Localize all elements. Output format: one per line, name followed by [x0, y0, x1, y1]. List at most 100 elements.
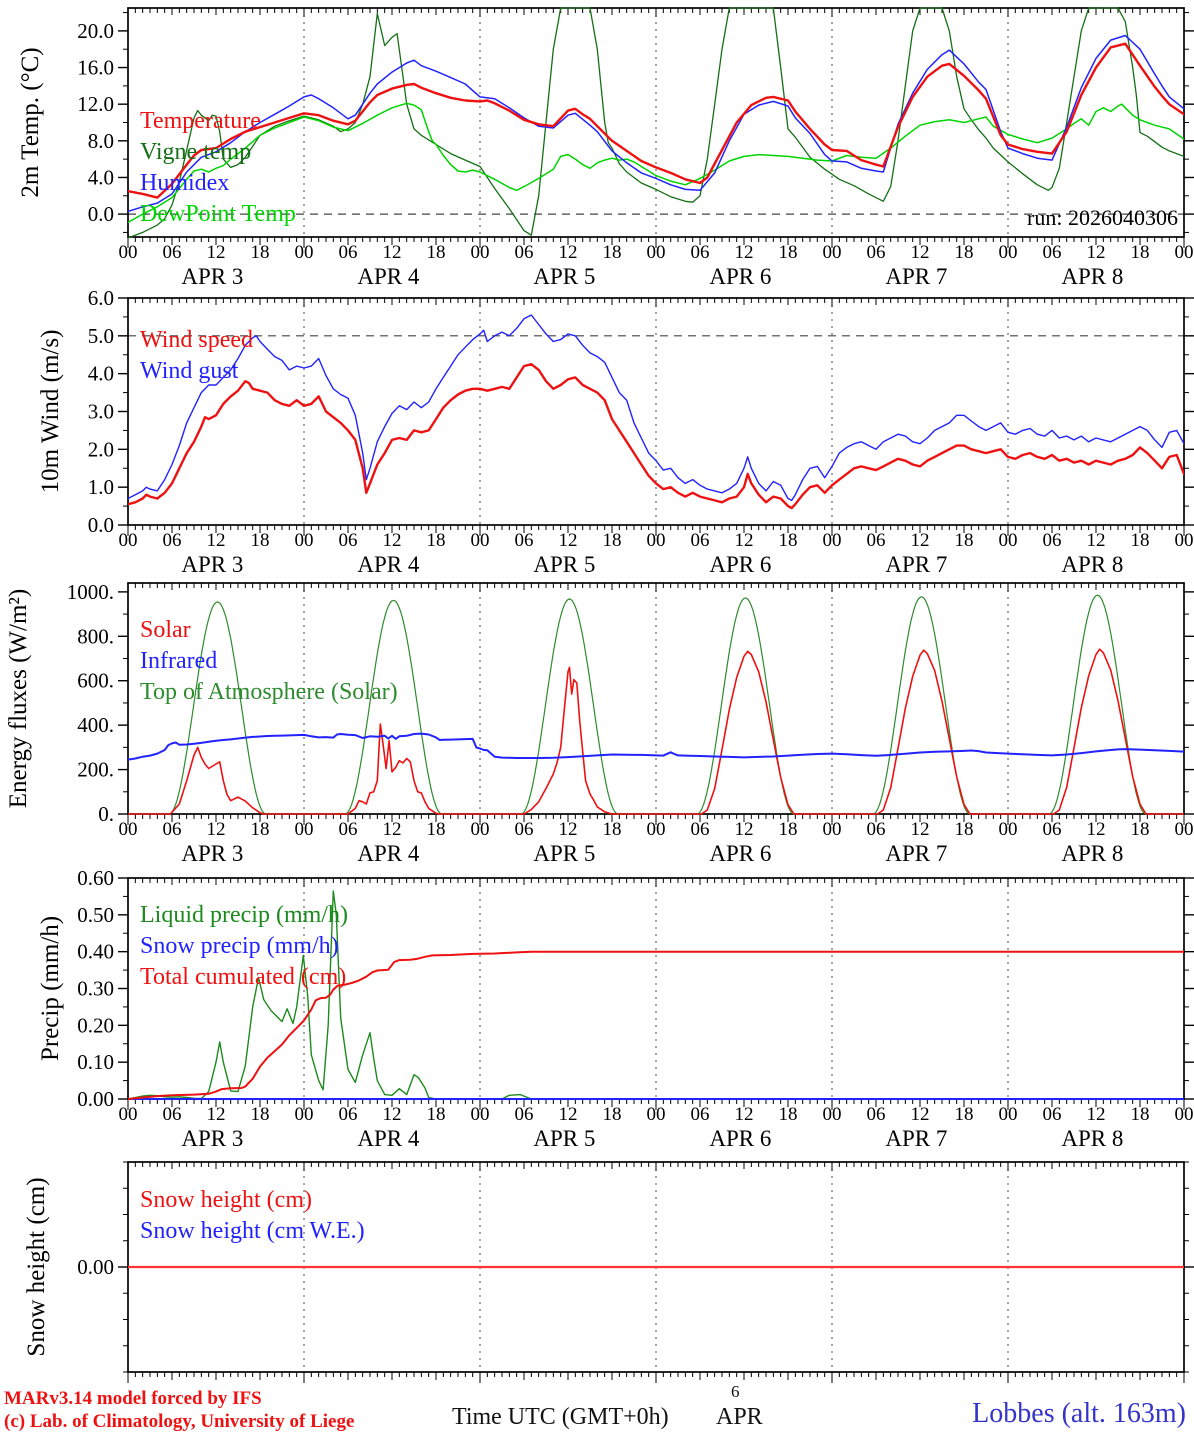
day-label: APR 7: [885, 264, 947, 289]
hour-label: 12: [735, 242, 754, 263]
hour-label: 00: [647, 242, 666, 263]
legend-liquid-precip-mm-h-: Liquid precip (mm/h): [140, 902, 348, 928]
hour-label: 12: [911, 242, 930, 263]
hour-label: 18: [251, 242, 270, 263]
hour-label: 18: [603, 242, 622, 263]
hour-label: 06: [691, 1104, 710, 1125]
series-solar: [128, 648, 1184, 815]
y-tick-label: 0.00: [77, 1087, 114, 1111]
y-tick-label: 3.0: [88, 400, 114, 424]
legend-wind-gust: Wind gust: [140, 358, 239, 384]
hour-label: 12: [207, 1104, 226, 1125]
hour-label: 12: [1087, 530, 1106, 551]
y-tick-label: 0.: [98, 802, 114, 826]
hour-label: 12: [1087, 819, 1106, 840]
hour-label: 12: [559, 242, 578, 263]
y-tick-label: 0.00: [77, 1255, 114, 1279]
series-total-cumulated: [128, 950, 1184, 1100]
hour-label: 06: [515, 819, 534, 840]
hour-label: 18: [603, 819, 622, 840]
hour-label: 00: [1175, 242, 1194, 263]
hour-label: 18: [603, 1104, 622, 1125]
y-tick-label: 4.0: [88, 362, 114, 386]
panel-precip: 0.00 0.10 0.20 0.30 0.40 0.50 0.60 Precip (mm/h…: [37, 866, 1194, 1151]
day-label: APR 8: [1061, 264, 1123, 289]
hour-label: 00: [823, 819, 842, 840]
legend-snow-precip-mm-h-: Snow precip (mm/h): [140, 933, 339, 959]
hour-label: 12: [559, 819, 578, 840]
hour-label: 12: [559, 530, 578, 551]
day-label: APR 3: [181, 264, 243, 289]
hour-label: 00: [471, 530, 490, 551]
legend-snow-height-cm-: Snow height (cm): [140, 1187, 312, 1213]
series-group: [128, 7, 1184, 239]
hour-label: 00: [823, 530, 842, 551]
hour-label: 06: [691, 819, 710, 840]
hour-label: 12: [559, 1104, 578, 1125]
hour-label: 00: [647, 819, 666, 840]
hour-label: 18: [251, 819, 270, 840]
series-wind-gust: [128, 314, 1184, 502]
hour-label: 18: [427, 1104, 446, 1125]
y-tick-label: 12.0: [77, 92, 114, 116]
series-group: [128, 890, 1184, 1100]
y-tick-label: 0.40: [77, 940, 114, 964]
y-axis-title: 2m Temp. (°C): [17, 47, 44, 197]
legend-snow-height-cm-w-e-: Snow height (cm W.E.): [140, 1218, 365, 1244]
hour-label: 00: [999, 242, 1018, 263]
y-tick-label: 16.0: [77, 56, 114, 80]
hour-label: 06: [339, 819, 358, 840]
hour-label: 18: [779, 242, 798, 263]
hour-label: 06: [163, 530, 182, 551]
hour-label: 00: [119, 530, 138, 551]
legend-total-cumulated-cm-: Total cumulated (cm): [140, 964, 346, 990]
hour-label: 00: [471, 242, 490, 263]
day-label: APR 5: [533, 841, 595, 866]
footer-month-label: APR: [716, 1404, 763, 1430]
hour-label: 18: [427, 530, 446, 551]
panel-wind10m: 0.0 1.0 2.0 3.0 4.0 5.0 6.0 10m Wind (m/s) 00 06 1…: [37, 286, 1194, 577]
hour-label: 00: [647, 530, 666, 551]
y-tick-label: 1.0: [88, 475, 114, 499]
legend-wind-speed: Wind speed: [140, 327, 253, 353]
hour-label: 18: [955, 1104, 974, 1125]
legend-infrared: Infrared: [140, 648, 217, 674]
y-tick-label: 0.0: [88, 202, 114, 226]
hour-label: 06: [339, 1104, 358, 1125]
y-tick-label: 6.0: [88, 286, 114, 310]
hour-label: 12: [911, 530, 930, 551]
hour-label: 18: [427, 242, 446, 263]
station-label: Lobbes (alt. 163m): [972, 1398, 1186, 1429]
day-label: APR 3: [181, 1126, 243, 1151]
model-credit-line1: MARv3.14 model forced by IFS: [4, 1388, 262, 1409]
day-label: APR 7: [885, 1126, 947, 1151]
legend-humidex: Humidex: [140, 170, 229, 196]
day-label: APR 8: [1061, 552, 1123, 577]
hour-label: 06: [867, 242, 886, 263]
hour-label: 00: [823, 242, 842, 263]
day-label: APR 5: [533, 1126, 595, 1151]
hour-label: 12: [735, 530, 754, 551]
day-label: APR 6: [709, 1126, 771, 1151]
hour-label: 18: [251, 1104, 270, 1125]
hour-label: 12: [383, 242, 402, 263]
hour-label: 06: [1043, 1104, 1062, 1125]
panel-energy: 0. 200. 400. 600. 800. 1000. Energy fluxes (W/…: [5, 580, 1194, 866]
y-tick-label: 2.0: [88, 437, 114, 461]
y-tick-label: 800.: [77, 624, 114, 648]
hour-label: 06: [163, 819, 182, 840]
day-label: APR 4: [357, 1126, 419, 1151]
hour-label: 06: [163, 242, 182, 263]
hour-label: 00: [1175, 1104, 1194, 1125]
hour-label: 00: [295, 819, 314, 840]
hour-label: 18: [779, 819, 798, 840]
hour-label: 06: [163, 1104, 182, 1125]
hour-label: 00: [119, 819, 138, 840]
panel-temp2m: 0.0 4.0 8.0 12.0 16.0 20.0 2m Temp. (°C) 00 06 12…: [17, 7, 1194, 289]
y-tick-label: 20.0: [77, 19, 114, 43]
y-tick-label: 4.0: [88, 165, 114, 189]
hour-label: 00: [471, 819, 490, 840]
y-tick-label: 1000.: [67, 580, 114, 604]
legend-vigne-temp: Vigne temp: [140, 139, 251, 165]
